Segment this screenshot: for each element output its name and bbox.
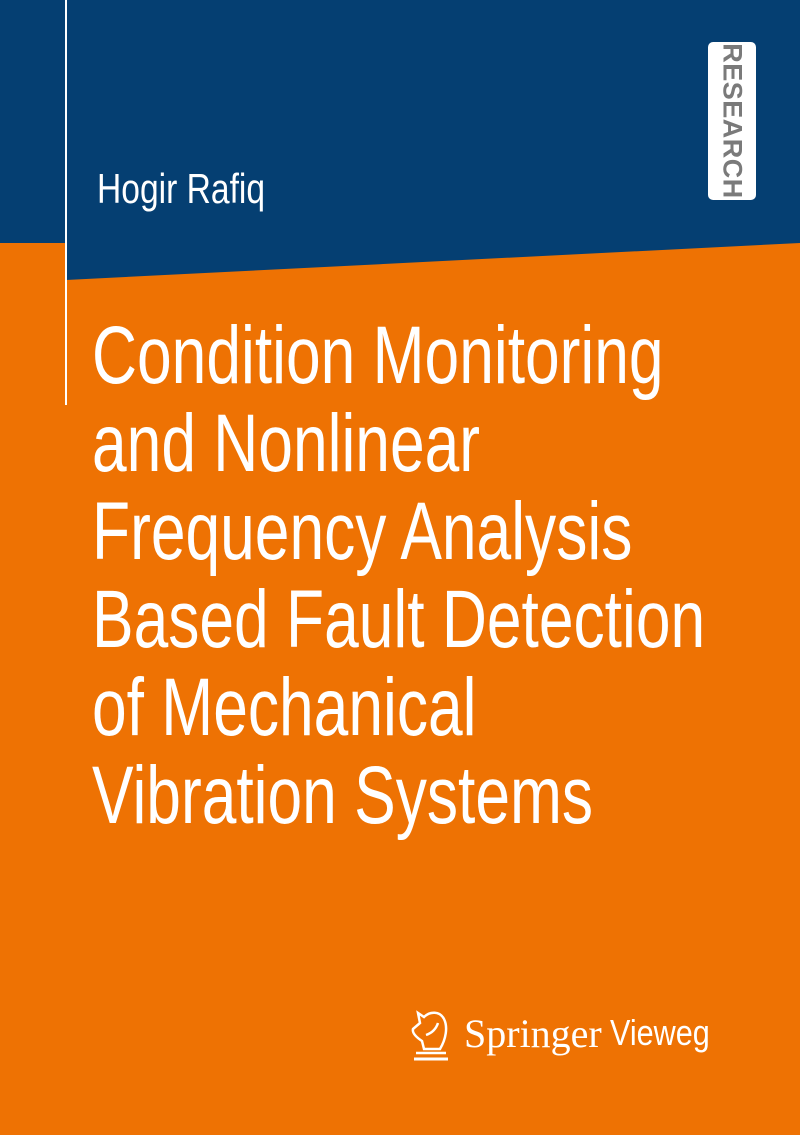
publisher-imprint: Vieweg	[609, 1012, 710, 1053]
title-line: Based Fault Detection	[92, 574, 706, 665]
divider-line	[65, 0, 67, 405]
header-band	[0, 0, 800, 280]
knight-horse-icon	[411, 1010, 448, 1061]
title-line: Condition Monitoring	[92, 310, 664, 401]
author-name: Hogir Rafiq	[97, 165, 266, 212]
title-line: Vibration Systems	[92, 750, 594, 841]
book-title: Condition Monitoring and Nonlinear Frequ…	[92, 312, 705, 840]
series-badge-label: RESEARCH	[717, 43, 748, 199]
publisher-logo: Springer Vieweg	[410, 1005, 727, 1061]
series-badge: RESEARCH	[708, 42, 756, 200]
publisher-name: Springer	[464, 1010, 602, 1056]
title-line: and Nonlinear	[92, 398, 481, 489]
title-line: of Mechanical	[92, 662, 477, 753]
title-line: Frequency Analysis	[92, 486, 633, 577]
